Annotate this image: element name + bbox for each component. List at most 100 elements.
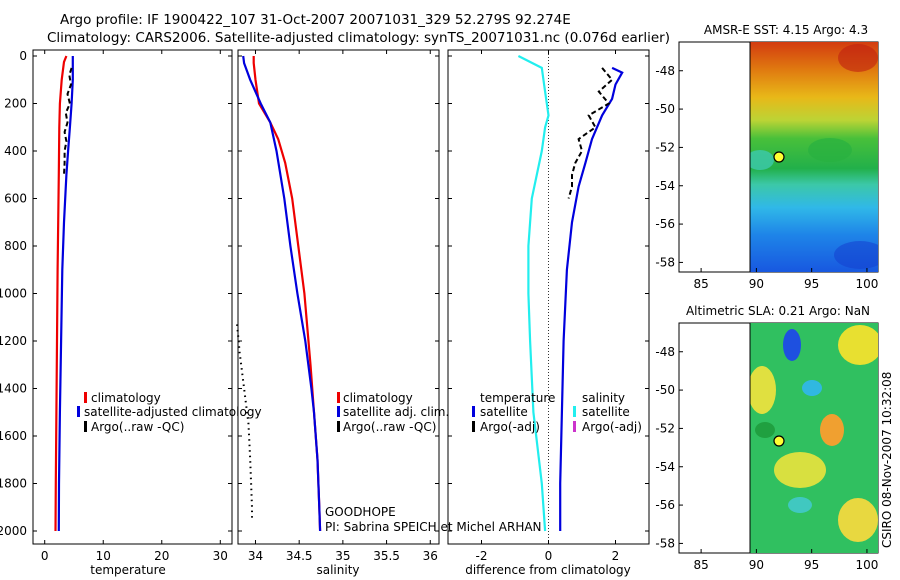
legend-label-climatology: climatology [343, 391, 413, 405]
series-satellite-adjusted-climatology [57, 56, 74, 532]
sst-heatmap [750, 42, 878, 272]
sst-map-title: AMSR-E SST: 4.15 Argo: 4.3 [704, 23, 868, 37]
salinity-x-label: salinity [316, 563, 359, 577]
legend-label-satellite: satellite adj. clim. [343, 405, 449, 419]
x-tick-label: 0 [41, 549, 49, 563]
map-y-tick-label: -48 [655, 64, 675, 78]
difference-series [517, 55, 624, 532]
map-y-tick-label: -52 [655, 421, 675, 435]
x-tick-label: 36 [423, 549, 438, 563]
map-y-tick-label: -58 [655, 536, 675, 550]
x-tick-label: 2 [612, 549, 620, 563]
temperature-x-label: temperature [90, 563, 165, 577]
difference-legend: temperature salinity satellite Argo(-adj… [472, 391, 642, 434]
depth-tick-label: 1000 [0, 287, 27, 301]
map-y-tick-label: -50 [655, 102, 675, 116]
series-temperature-argo-adj [567, 67, 614, 199]
depth-tick-label: 2000 [0, 524, 27, 538]
sla-yellow-1 [838, 325, 878, 365]
creation-stamp: CSIRO 08-Nov-2007 10:32:08 [880, 372, 894, 548]
series-climatology [252, 56, 322, 532]
map-y-tick-label: -50 [655, 383, 675, 397]
sst-deep-patch [834, 241, 878, 269]
depth-tick-label: 1400 [0, 382, 27, 396]
sst-map-axes: 85 90 95 100 -48 -50 -52 -54 -56 -58 [655, 64, 878, 291]
salinity-series [236, 55, 322, 532]
sla-yellow-2 [750, 366, 776, 414]
map-y-tick-label: -48 [655, 345, 675, 359]
salinity-legend: climatology satellite adj. clim. Argo(..… [337, 391, 449, 434]
map-x-tick-label: 85 [693, 558, 708, 572]
legend-marker-satellite [77, 406, 80, 417]
depth-tick-label: 1600 [0, 429, 27, 443]
legend-marker-satellite [337, 406, 340, 417]
depth-tick-label: 400 [4, 144, 27, 158]
series-temperature-satellite [559, 66, 624, 531]
map-x-tick-label: 90 [749, 558, 764, 572]
map-y-tick-label: -54 [655, 179, 675, 193]
temperature-legend: climatology satellite-adjusted climatolo… [77, 391, 262, 434]
sla-float-marker [773, 435, 785, 447]
depth-tick-label: 200 [4, 97, 27, 111]
temperature-plot-frame [32, 49, 233, 545]
pi-label: PI: Sabrina SPEICH et Michel ARHAN [325, 520, 542, 534]
map-x-tick-label: 95 [804, 277, 819, 291]
legend-marker-climatology [337, 392, 340, 403]
x-tick-label: 0 [545, 549, 553, 563]
legend-title-salinity: salinity [582, 391, 625, 405]
map-x-tick-label: 100 [855, 277, 878, 291]
map-y-tick-label: -56 [655, 498, 675, 512]
map-x-tick-label: 95 [804, 558, 819, 572]
depth-tick-label: 1200 [0, 334, 27, 348]
legend-marker-climatology [84, 392, 87, 403]
depth-tick-label: 600 [4, 192, 27, 206]
legend-marker-sal-argo [573, 421, 576, 432]
temperature-series [54, 55, 74, 532]
sst-cold-patch [750, 150, 774, 170]
sst-green-patch [808, 138, 852, 162]
series-satellite-adj-clim [242, 55, 322, 532]
legend-label-argo: Argo(..raw -QC) [343, 420, 436, 434]
title-line-2: Climatology: CARS2006. Satellite-adjuste… [47, 30, 670, 46]
x-tick-label: 20 [154, 549, 169, 563]
legend-label-argo: Argo(..raw -QC) [91, 420, 184, 434]
legend-marker-argo [84, 421, 87, 432]
series-argo-raw-qc [236, 324, 253, 520]
x-tick-label: 35 [335, 549, 350, 563]
x-tick-label: 10 [96, 549, 111, 563]
legend-marker-temp-argo [472, 421, 475, 432]
difference-x-axis: -2 0 2 [476, 50, 620, 563]
sla-cyan-1 [802, 380, 822, 396]
legend-marker-temp-satellite [472, 406, 475, 417]
legend-label-sal-satellite: satellite [582, 405, 630, 419]
x-tick-label: 30 [213, 549, 228, 563]
legend-label-temp-argo: Argo(-adj) [480, 420, 540, 434]
series-climatology [54, 55, 68, 532]
legend-label-climatology: climatology [91, 391, 161, 405]
salinity-plot-frame [237, 49, 440, 545]
map-y-tick-label: -52 [655, 140, 675, 154]
depth-axis: 0 200 400 600 800 1000 1200 1400 1600 1800 2000 [0, 49, 649, 538]
legend-marker-argo [337, 421, 340, 432]
salinity-x-axis: 34 34.5 35 35.5 36 [248, 50, 438, 563]
depth-tick-label: 800 [4, 239, 27, 253]
x-tick-label: 34.5 [286, 549, 313, 563]
title-line-1: Argo profile: IF 1900422_107 31-Oct-2007… [60, 12, 571, 28]
map-x-tick-label: 85 [693, 277, 708, 291]
legend-label-temp-satellite: satellite [480, 405, 528, 419]
sla-cyan-2 [788, 497, 812, 513]
x-tick-label: 34 [248, 549, 263, 563]
depth-tick-label: 1800 [0, 477, 27, 491]
difference-x-label: difference from climatology [465, 563, 631, 577]
sla-blue-1 [783, 329, 801, 361]
legend-label-satellite: satellite-adjusted climatology [84, 405, 262, 419]
series-salinity-satellite [517, 55, 550, 532]
legend-label-sal-argo: Argo(-adj) [582, 420, 642, 434]
sla-green-dark [755, 422, 775, 438]
map-x-tick-label: 90 [749, 277, 764, 291]
sla-yellow-3 [774, 452, 826, 488]
series-argo-raw-qc [63, 67, 73, 175]
sla-yellow-4 [838, 498, 878, 542]
map-y-tick-label: -56 [655, 217, 675, 231]
